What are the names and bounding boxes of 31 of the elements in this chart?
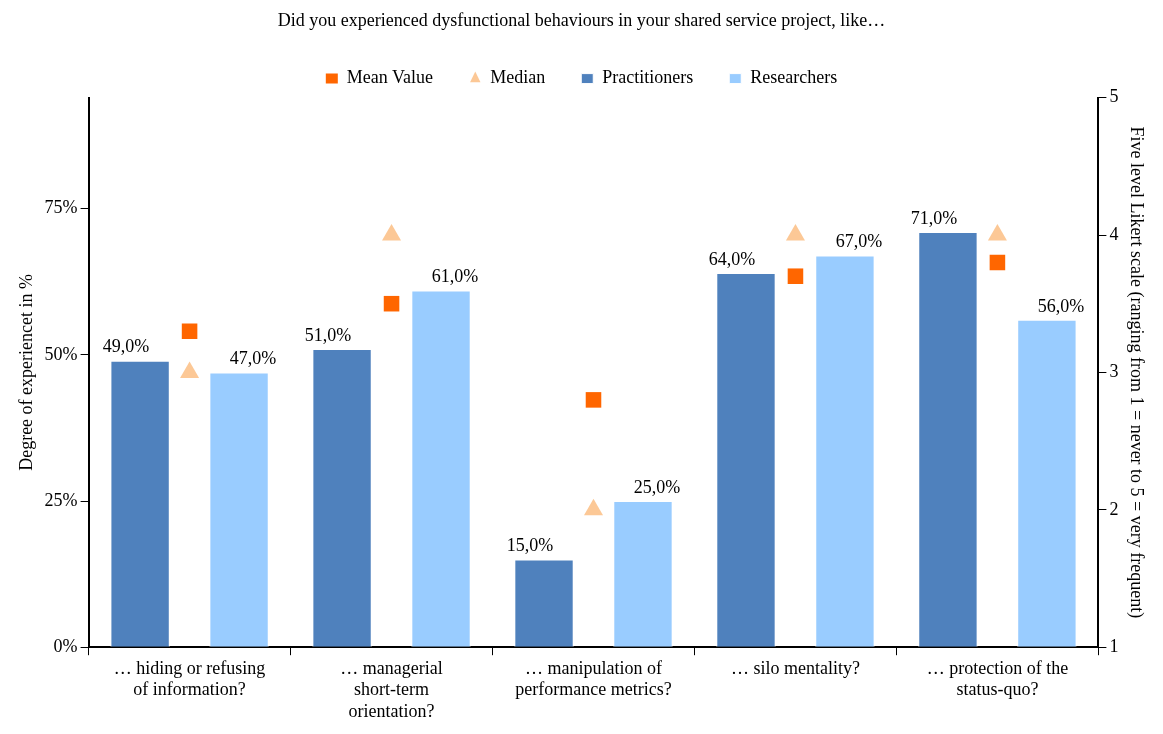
data-label: 64,0% [708,248,756,269]
y2-tick-label: 2 [1109,498,1119,519]
y-tick-label: 50% [44,343,78,364]
x-tick-label: … protection of the status-quo? [926,657,1069,700]
y2-tick-label: 3 [1109,361,1119,382]
y-tick-label: 75% [44,197,78,218]
data-label: 49,0% [102,336,150,357]
data-label: 51,0% [304,324,352,345]
x-tick-label: … manipulation of performance metrics? [515,657,672,700]
chart-title: Did you experienced dysfunctional behaviours in your shared service project, like… [277,9,886,30]
data-label: 61,0% [431,266,479,287]
x-tick-label: … managerial short-term orientation? [340,657,443,721]
y2-tick-label: 5 [1109,86,1119,107]
y2-axis-title: Five level Likert scale (ranging from 1 = never to 5 = very frequent) [1126,126,1148,619]
data-label: 25,0% [633,476,681,497]
data-label: 47,0% [229,348,277,369]
legend-label: Median [490,67,546,88]
y-tick-label: 0% [53,635,78,656]
legend-label: Practitioners [602,67,694,88]
y-axis-title: Degree of experiencet in % [15,273,36,471]
data-label: 56,0% [1037,295,1085,316]
legend-label: Mean Value [346,67,433,88]
data-label: 15,0% [506,535,554,556]
y-tick-label: 25% [44,489,78,510]
data-label: 67,0% [835,231,883,252]
x-tick-label: … silo mentality? [730,657,860,678]
data-label: 71,0% [910,207,958,228]
y2-tick-label: 1 [1109,635,1119,656]
legend-label: Researchers [750,67,838,88]
x-tick-label: … hiding or refusing of information? [113,657,266,700]
y2-tick-label: 4 [1109,223,1119,244]
